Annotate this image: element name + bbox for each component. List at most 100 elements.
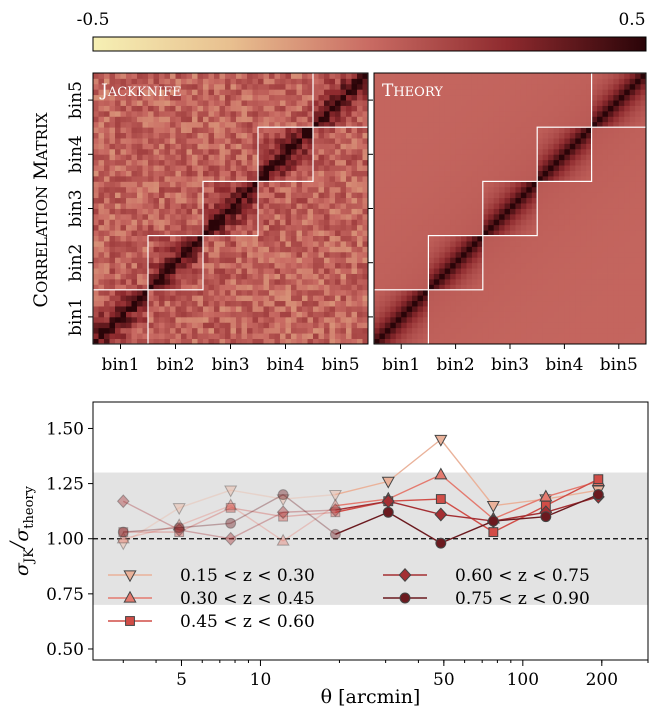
heatmap-cell <box>307 224 314 231</box>
heatmap-cell <box>510 138 516 144</box>
heatmap-cell <box>269 224 275 231</box>
heatmap-cell <box>624 300 631 307</box>
heatmap-cell <box>104 83 110 90</box>
heatmap-cell <box>564 284 571 291</box>
heatmap-cell <box>417 116 424 123</box>
heatmap-cell <box>181 262 187 269</box>
heatmap-cell <box>225 175 231 182</box>
heatmap-cell <box>109 268 116 274</box>
heatmap-cell <box>613 273 620 280</box>
heatmap-cell <box>230 89 237 96</box>
heatmap-cell <box>428 170 435 177</box>
heatmap-cell <box>252 295 259 302</box>
heatmap-cell <box>613 100 620 106</box>
heatmap-cell <box>531 78 538 85</box>
heatmap-cell <box>629 224 636 231</box>
heatmap-cell <box>515 100 522 106</box>
heatmap-cell <box>466 78 473 85</box>
heatmap-cell <box>131 316 138 323</box>
heatmap-cell <box>137 143 143 150</box>
heatmap-cell <box>219 251 226 258</box>
heatmap-cell <box>488 213 495 220</box>
heatmap-cell <box>285 175 292 182</box>
heatmap-cell <box>488 100 495 106</box>
heatmap-cell <box>186 322 193 329</box>
heatmap-cell <box>597 159 603 166</box>
heatmap-cell <box>580 289 587 296</box>
heatmap-cell <box>548 311 554 318</box>
heatmap-cell <box>575 306 582 312</box>
heatmap-cell <box>488 300 495 307</box>
heatmap-cell <box>98 316 105 323</box>
heatmap-cell <box>285 132 292 139</box>
heatmap-cell <box>580 116 587 123</box>
heatmap-cell <box>214 241 220 247</box>
heatmap-cell <box>98 300 105 307</box>
heatmap-cell <box>374 186 380 193</box>
heatmap-cell <box>258 165 264 171</box>
heatmap-cell <box>362 78 369 85</box>
heatmap-cell <box>613 170 620 177</box>
heatmap-cell <box>357 165 363 171</box>
heatmap-cell <box>274 338 281 345</box>
heatmap-cell <box>230 241 237 247</box>
heatmap-cell <box>346 197 352 204</box>
heatmap-cell <box>247 289 253 296</box>
heatmap-cell <box>455 170 462 177</box>
heatmap-cell <box>531 83 538 90</box>
heatmap-cell <box>280 300 286 307</box>
heatmap-cell <box>390 219 397 226</box>
heatmap-cell <box>597 121 603 128</box>
heatmap-cell <box>126 73 132 79</box>
heatmap-cell <box>197 333 204 339</box>
heatmap-cell <box>109 338 116 345</box>
heatmap-cell <box>126 338 132 345</box>
heatmap-cell <box>569 127 576 134</box>
heatmap-cell <box>214 322 220 329</box>
heatmap-cell <box>488 89 495 96</box>
heatmap-cell <box>131 73 138 79</box>
heatmap-cell <box>153 273 160 280</box>
heatmap-cell <box>115 306 121 312</box>
heatmap-cell <box>548 159 554 166</box>
heatmap-cell <box>537 197 544 204</box>
heatmap-cell <box>597 116 603 123</box>
heatmap-cell <box>444 186 451 193</box>
heatmap-cell <box>285 138 292 144</box>
heatmap-cell <box>203 127 209 134</box>
heatmap-cell <box>351 127 358 134</box>
heatmap-cell <box>164 333 171 339</box>
heatmap-cell <box>428 83 435 90</box>
heatmap-cell <box>142 241 149 247</box>
heatmap-cell <box>203 300 209 307</box>
heatmap-cell <box>558 148 565 155</box>
heatmap-cell <box>580 175 587 182</box>
heatmap-cell <box>428 181 435 188</box>
heatmap-cell <box>384 278 391 285</box>
heatmap-cell <box>159 224 165 231</box>
heatmap-cell <box>126 175 132 182</box>
heatmap-cell <box>93 197 99 204</box>
heatmap-cell <box>607 327 614 334</box>
heatmap-cell <box>597 138 603 144</box>
heatmap-cell <box>340 138 347 144</box>
heatmap-cell <box>488 278 495 285</box>
heatmap-cell <box>362 181 369 188</box>
heatmap-cell <box>280 278 286 285</box>
heatmap-cell <box>461 78 467 85</box>
heatmap-cell <box>302 213 308 220</box>
heatmap-cell <box>374 192 380 199</box>
heatmap-cell <box>520 213 527 220</box>
heatmap-cell <box>428 235 435 242</box>
heatmap-cell <box>504 241 511 247</box>
heatmap-cell <box>192 181 198 188</box>
heatmap-cell <box>558 94 565 101</box>
heatmap-cell <box>510 284 516 291</box>
heatmap-cell <box>148 284 154 291</box>
heatmap-cell <box>613 208 620 215</box>
heatmap-cell <box>553 316 560 323</box>
heatmap-cell <box>520 105 527 112</box>
heatmap-cell <box>302 116 308 123</box>
heatmap-cell <box>482 208 489 215</box>
heatmap-cell <box>351 116 358 123</box>
